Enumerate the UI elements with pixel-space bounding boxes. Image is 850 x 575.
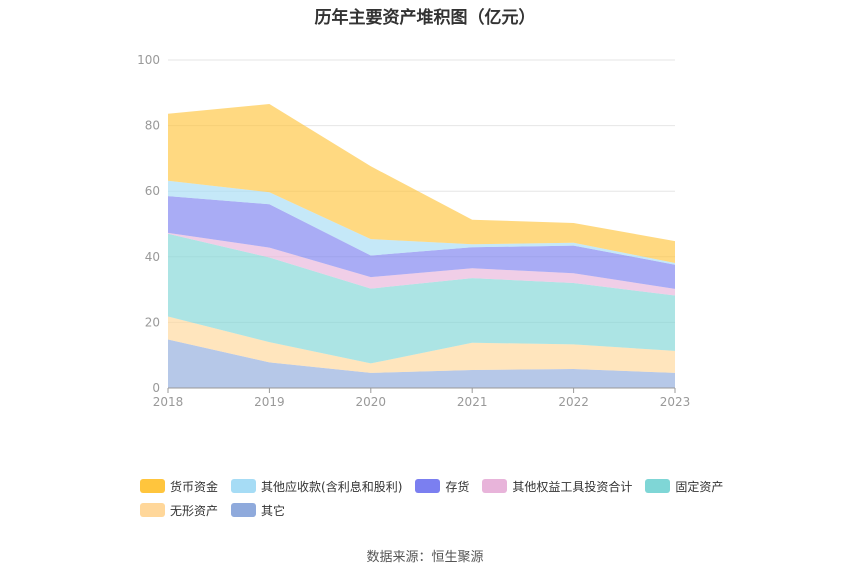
legend-label: 货币资金	[170, 479, 219, 494]
data-source: 数据来源：恒生聚源	[366, 550, 484, 565]
area-series	[168, 104, 675, 388]
area-series-path	[168, 339, 675, 388]
y-tick-label: 0	[152, 381, 160, 395]
y-tick-label: 60	[145, 184, 160, 198]
legend-row-1: 货币资金 其他应收款(含利息和股利) 存货 其他权益工具投资合计 固定资产	[140, 474, 760, 498]
axes: 0 20 40 60 80 100 2018 2019 2020 2021 2022 2023	[137, 53, 690, 409]
legend-item[interactable]: 其它	[231, 502, 285, 519]
chart-title: 历年主要资产堆积图（亿元）	[314, 8, 536, 28]
legend-label: 固定资产	[675, 479, 724, 494]
stacked-area-chart: 0 20 40 60 80 100 2018 2019 2020 2021 2022 2023	[137, 53, 690, 409]
legend-label: 其他权益工具投资合计	[512, 479, 633, 494]
x-tick-label: 2022	[558, 395, 589, 409]
legend-swatch	[231, 503, 257, 517]
legend-label: 无形资产	[170, 503, 219, 518]
y-tick-label: 100	[137, 53, 160, 67]
x-tick-label: 2021	[457, 395, 488, 409]
legend-swatch	[140, 503, 165, 517]
legend-label: 其他应收款(含利息和股利)	[261, 479, 403, 494]
legend-item[interactable]: 其他应收款(含利息和股利)	[231, 478, 402, 495]
area-series-path	[168, 232, 675, 296]
legend-item[interactable]: 固定资产	[645, 478, 723, 495]
y-tick-label: 20	[145, 315, 160, 329]
legend-label: 存货	[445, 479, 470, 494]
legend: 货币资金 其他应收款(含利息和股利) 存货 其他权益工具投资合计 固定资产	[140, 474, 760, 522]
legend-swatch	[231, 479, 257, 493]
legend-item[interactable]: 货币资金	[140, 478, 218, 495]
legend-swatch	[482, 479, 508, 493]
y-tick-label: 80	[145, 119, 160, 133]
x-tick-label: 2019	[254, 395, 285, 409]
x-tick-label: 2020	[356, 395, 387, 409]
area-series-path	[168, 104, 675, 263]
legend-swatch	[645, 479, 671, 493]
area-series-path	[168, 316, 675, 373]
x-tick-label: 2018	[153, 395, 184, 409]
x-tick-label: 2023	[660, 395, 691, 409]
y-tick-label: 40	[145, 250, 160, 264]
legend-label: 其它	[261, 503, 286, 518]
legend-swatch	[140, 479, 165, 493]
legend-row-2: 无形资产 其它	[140, 498, 760, 522]
legend-swatch	[415, 479, 441, 493]
area-series-path	[168, 233, 675, 364]
area-series-path	[168, 196, 675, 289]
legend-item[interactable]: 存货	[415, 478, 469, 495]
legend-item[interactable]: 无形资产	[140, 502, 218, 519]
area-series-path	[168, 180, 675, 265]
legend-item[interactable]: 其他权益工具投资合计	[482, 478, 632, 495]
